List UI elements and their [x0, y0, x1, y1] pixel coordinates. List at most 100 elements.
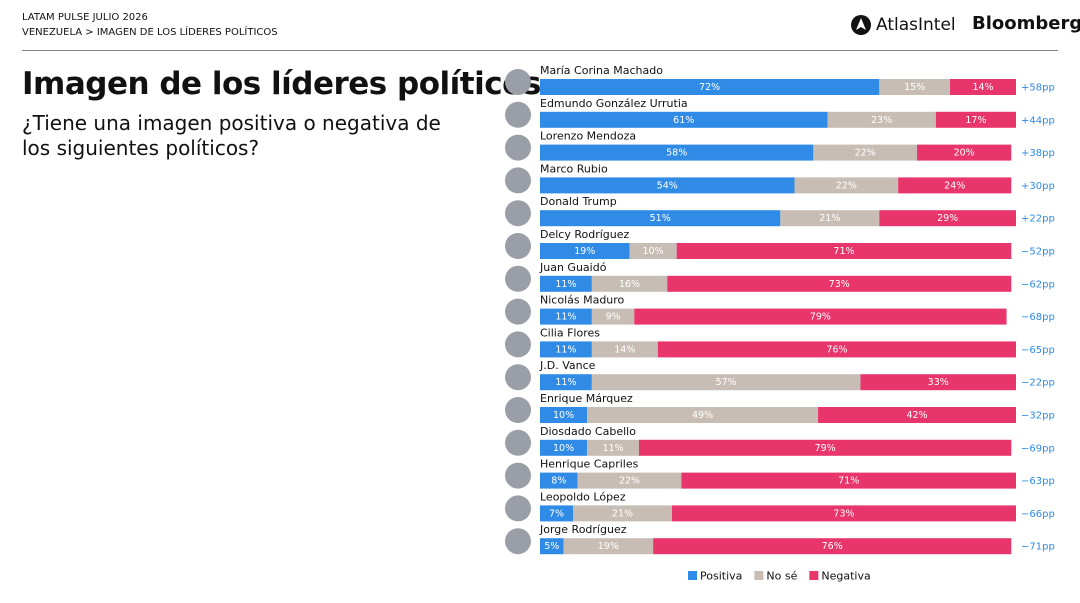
- net-label: −66pp: [1021, 509, 1055, 520]
- value-label: 21%: [819, 213, 840, 224]
- avatar: [505, 167, 531, 194]
- value-label: 11%: [555, 377, 576, 388]
- bar-segment: [591, 341, 658, 358]
- avatar: [505, 364, 531, 391]
- value-label: 57%: [716, 377, 737, 388]
- avatar: [505, 233, 531, 259]
- value-label: 22%: [855, 148, 876, 159]
- avatar: [505, 200, 531, 227]
- value-label: 76%: [826, 344, 847, 355]
- value-label: 42%: [906, 410, 927, 421]
- net-label: −32pp: [1021, 411, 1055, 422]
- value-label: 54%: [657, 180, 678, 191]
- value-label: 11%: [602, 443, 623, 454]
- bar-segment: [879, 210, 1016, 227]
- bar-segment: [591, 374, 861, 391]
- value-label: 11%: [555, 344, 576, 355]
- bar-segment: [540, 407, 588, 423]
- category-label: J.D. Vance: [539, 359, 596, 372]
- value-label: 8%: [551, 476, 566, 487]
- avatar: [505, 397, 531, 423]
- value-label: 24%: [944, 180, 965, 191]
- category-label: Donald Trump: [540, 195, 617, 208]
- bar-segment: [638, 439, 1012, 456]
- net-label: +44pp: [1021, 115, 1055, 126]
- bar-segment: [827, 111, 936, 128]
- avatar: [505, 298, 531, 325]
- value-label: 33%: [928, 377, 949, 388]
- value-label: 23%: [871, 115, 892, 126]
- value-label: 29%: [937, 213, 958, 224]
- category-label: Delcy Rodríguez: [540, 228, 630, 241]
- bar-segment: [540, 210, 781, 227]
- value-label: 10%: [643, 246, 664, 257]
- value-label: 79%: [810, 312, 831, 323]
- bar-segment: [879, 79, 951, 95]
- bar-segment: [540, 308, 592, 325]
- bar-segment: [657, 341, 1016, 358]
- bar-segment: [671, 505, 1016, 522]
- bar-segment: [676, 243, 1012, 259]
- bar-segment: [935, 111, 1016, 128]
- bar-segment: [540, 505, 573, 522]
- value-label: 15%: [904, 82, 925, 93]
- value-label: 58%: [666, 148, 687, 159]
- value-label: 10%: [553, 410, 574, 421]
- bar-segment: [572, 505, 672, 522]
- avatar: [505, 495, 531, 522]
- value-label: 19%: [598, 541, 619, 552]
- bar-segment: [818, 407, 1016, 423]
- bar-segment: [540, 243, 630, 259]
- bar-segment: [813, 144, 918, 161]
- net-label: −71pp: [1021, 542, 1055, 553]
- value-label: 20%: [954, 148, 975, 159]
- bar-segment: [950, 79, 1016, 95]
- chart-title: Imagen de los líderes políticos: [22, 66, 541, 102]
- net-label: −68pp: [1021, 312, 1055, 323]
- bar-segment: [540, 439, 588, 456]
- category-label: Nicolás Maduro: [540, 294, 625, 307]
- bar-segment: [860, 374, 1016, 391]
- category-label: Diosdado Cabello: [540, 425, 636, 438]
- net-label: −62pp: [1021, 279, 1055, 290]
- avatar: [505, 101, 531, 128]
- category-label: Leopoldo López: [540, 490, 626, 503]
- category-label: Cilia Flores: [540, 326, 600, 339]
- value-label: 5%: [544, 541, 559, 552]
- chart-subtitle: ¿Tiene una imagen positiva o negativa de…: [22, 111, 441, 160]
- value-label: 21%: [612, 508, 633, 519]
- bar-segment: [540, 341, 592, 358]
- value-label: 76%: [822, 541, 843, 552]
- avatar: [505, 134, 531, 161]
- category-label: Henrique Capriles: [540, 458, 639, 471]
- net-label: −69pp: [1021, 443, 1055, 454]
- bar-segment: [629, 243, 677, 259]
- logo-text: AtlasIntel: [876, 15, 956, 35]
- publisher: Bloomberg: [972, 13, 1080, 34]
- logo: AtlasIntel: [850, 14, 956, 36]
- avatar: [505, 69, 531, 95]
- bar-segment: [540, 79, 880, 95]
- category-label: Lorenzo Mendoza: [540, 130, 636, 143]
- value-label: 11%: [555, 312, 576, 323]
- value-label: 49%: [692, 410, 713, 421]
- category-label: María Corina Machado: [540, 64, 663, 77]
- value-label: 71%: [833, 246, 854, 257]
- net-label: −52pp: [1021, 247, 1055, 258]
- category-label: Jorge Rodríguez: [539, 523, 627, 536]
- value-label: 14%: [972, 82, 993, 93]
- bar-segment: [667, 275, 1012, 292]
- net-label: −65pp: [1021, 345, 1055, 356]
- bar-segment: [794, 177, 899, 194]
- category-label: Edmundo González Urrutia: [540, 97, 688, 110]
- bar-segment: [540, 374, 592, 391]
- bar-segment: [577, 472, 682, 489]
- value-label: 73%: [833, 508, 854, 519]
- net-label: −63pp: [1021, 476, 1055, 487]
- net-label: +58pp: [1021, 83, 1055, 94]
- bar-segment: [591, 275, 668, 292]
- value-label: 7%: [549, 508, 564, 519]
- legend-swatch: [754, 571, 764, 580]
